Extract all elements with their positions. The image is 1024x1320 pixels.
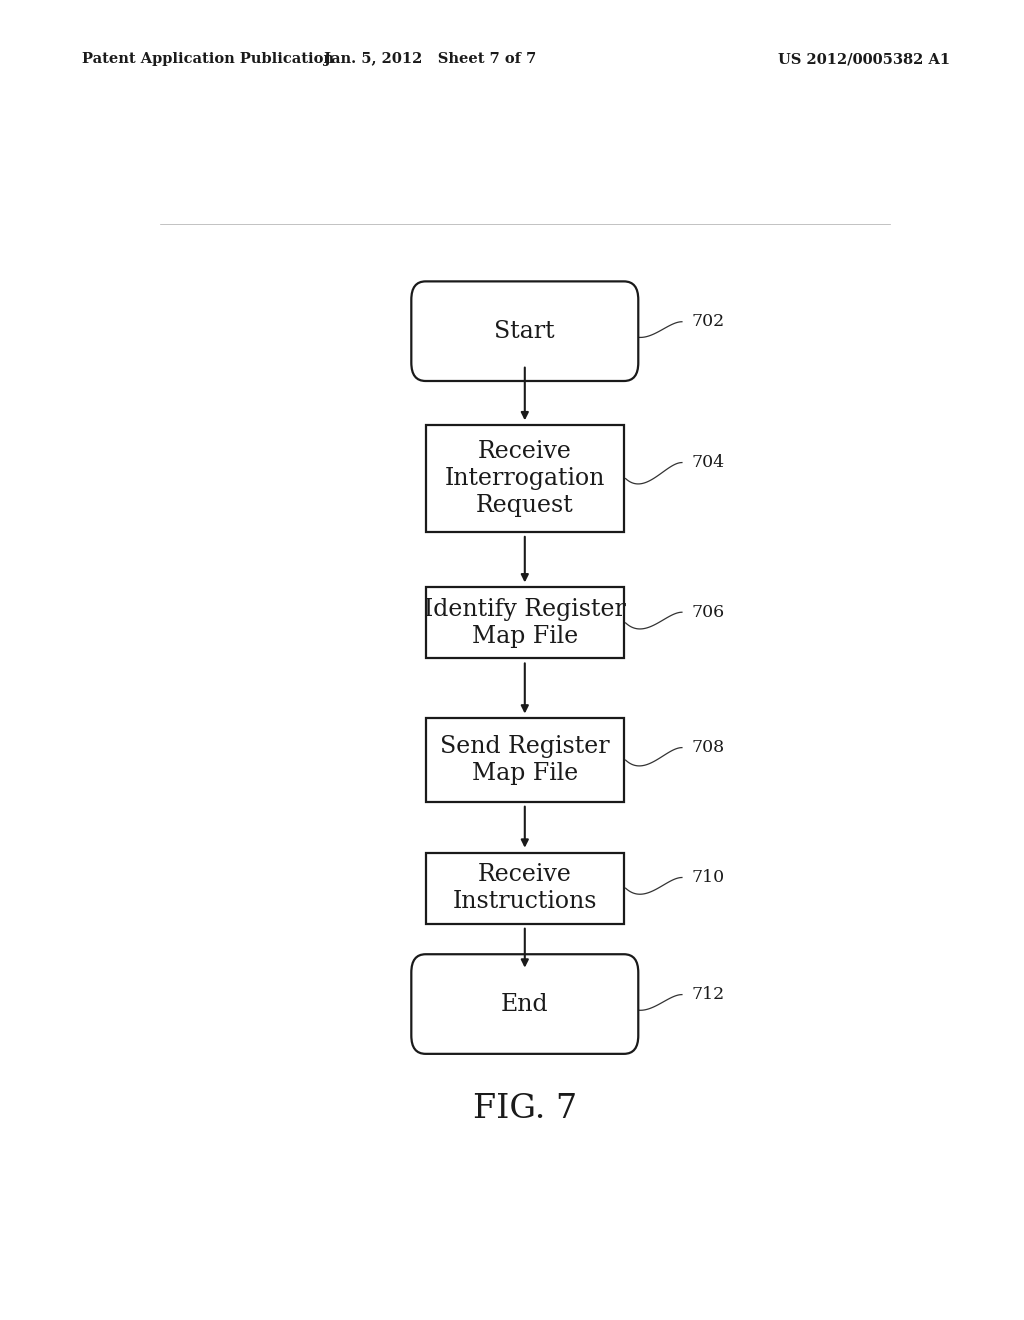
Text: 704: 704 xyxy=(691,454,725,471)
FancyBboxPatch shape xyxy=(412,954,638,1053)
Text: 702: 702 xyxy=(691,313,725,330)
Text: Patent Application Publication: Patent Application Publication xyxy=(82,53,334,66)
FancyBboxPatch shape xyxy=(412,281,638,381)
Text: US 2012/0005382 A1: US 2012/0005382 A1 xyxy=(778,53,950,66)
Text: Receive
Interrogation
Request: Receive Interrogation Request xyxy=(444,441,605,516)
Text: Jan. 5, 2012   Sheet 7 of 7: Jan. 5, 2012 Sheet 7 of 7 xyxy=(324,53,537,66)
Text: 710: 710 xyxy=(691,869,725,886)
Text: Send Register
Map File: Send Register Map File xyxy=(440,735,609,785)
Text: FIG. 7: FIG. 7 xyxy=(473,1093,577,1125)
Text: End: End xyxy=(501,993,549,1015)
FancyBboxPatch shape xyxy=(426,425,624,532)
Text: 712: 712 xyxy=(691,986,725,1003)
FancyBboxPatch shape xyxy=(426,718,624,801)
Text: 708: 708 xyxy=(691,739,725,756)
Text: Start: Start xyxy=(495,319,555,343)
FancyBboxPatch shape xyxy=(426,587,624,659)
Text: Identify Register
Map File: Identify Register Map File xyxy=(424,598,626,648)
Text: 706: 706 xyxy=(691,603,725,620)
FancyBboxPatch shape xyxy=(426,853,624,924)
Text: Receive
Instructions: Receive Instructions xyxy=(453,863,597,913)
